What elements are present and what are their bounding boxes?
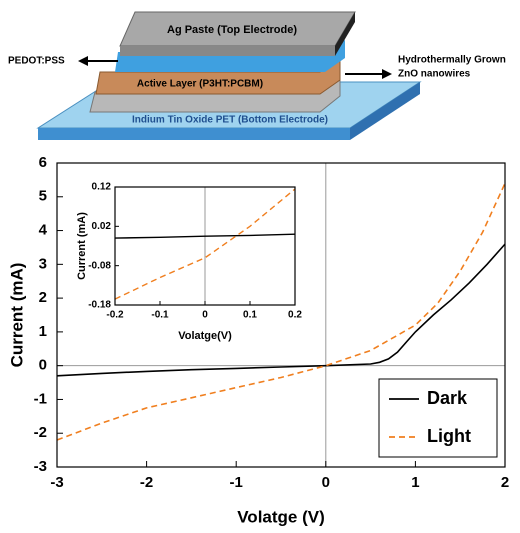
y-tick-label: 0.12 xyxy=(92,182,112,193)
substrate-side xyxy=(350,82,420,140)
y-tick-label: 5 xyxy=(39,188,47,205)
arrow-head xyxy=(78,56,88,66)
x-tick-label: 2 xyxy=(501,474,509,491)
y-axis-label: Current (mA) xyxy=(7,263,26,368)
legend-label: Dark xyxy=(427,388,468,408)
y-tick-label: -2 xyxy=(34,424,47,441)
zno-label: Hydrothermally Grown xyxy=(398,55,506,66)
x-tick-label: 0.1 xyxy=(243,310,257,321)
device-schematic: Ag Paste (Top Electrode) Active Layer (P… xyxy=(8,11,506,140)
series-line xyxy=(114,233,296,239)
y-tick-label: 0.02 xyxy=(92,221,112,232)
y-tick-label: 0 xyxy=(39,357,47,374)
ag-side xyxy=(335,12,355,56)
pedot-label: PEDOT:PSS xyxy=(8,56,65,67)
y-axis-label: Current (mA) xyxy=(76,212,88,280)
arrow-head xyxy=(382,69,392,79)
y-tick-label: 3 xyxy=(39,255,47,272)
x-tick-label: -0.1 xyxy=(151,310,169,321)
x-axis-label: Volatge (V) xyxy=(237,507,325,526)
top-electrode-label: Ag Paste (Top Electrode) xyxy=(167,24,297,36)
charts: -3 -2 -1 0 1 2 -3 -2 -1 0 1 2 3 4 5 6 Volatge (V) Current… xyxy=(7,154,509,527)
x-tick-label: -2 xyxy=(140,474,153,491)
legend-box xyxy=(378,378,498,458)
series-line xyxy=(114,188,296,300)
y-tick-label: 4 xyxy=(39,222,48,239)
zno-label: ZnO nanowires xyxy=(398,69,471,80)
plot-frame xyxy=(56,162,506,468)
ag-front xyxy=(120,46,335,56)
y-tick-label: -0.18 xyxy=(88,300,111,311)
y-tick-label: 2 xyxy=(39,289,47,306)
substrate-front xyxy=(38,128,350,140)
y-tick-label: -1 xyxy=(34,390,47,407)
x-tick-label: 1 xyxy=(411,474,419,491)
bottom-electrode-label: Indium Tin Oxide PET (Bottom Electrode) xyxy=(132,115,328,126)
series-line xyxy=(56,243,506,377)
x-tick-label: 0.2 xyxy=(288,310,302,321)
series-line xyxy=(56,182,506,441)
y-tick-label: 1 xyxy=(39,323,47,340)
active-layer-label: Active Layer (P3HT:PCBM) xyxy=(137,79,263,90)
x-tick-label: 0 xyxy=(322,474,330,491)
x-tick-label: 0 xyxy=(202,310,208,321)
y-tick-label: 6 xyxy=(39,154,47,171)
y-tick-label: -0.08 xyxy=(88,260,111,271)
x-tick-label: -3 xyxy=(50,474,63,491)
x-axis-label: Volatge(V) xyxy=(178,330,232,342)
x-tick-label: -0.2 xyxy=(106,310,124,321)
x-tick-label: -1 xyxy=(230,474,243,491)
y-tick-label: -3 xyxy=(34,458,47,475)
legend-label: Light xyxy=(427,426,471,446)
plot-frame xyxy=(114,186,296,306)
